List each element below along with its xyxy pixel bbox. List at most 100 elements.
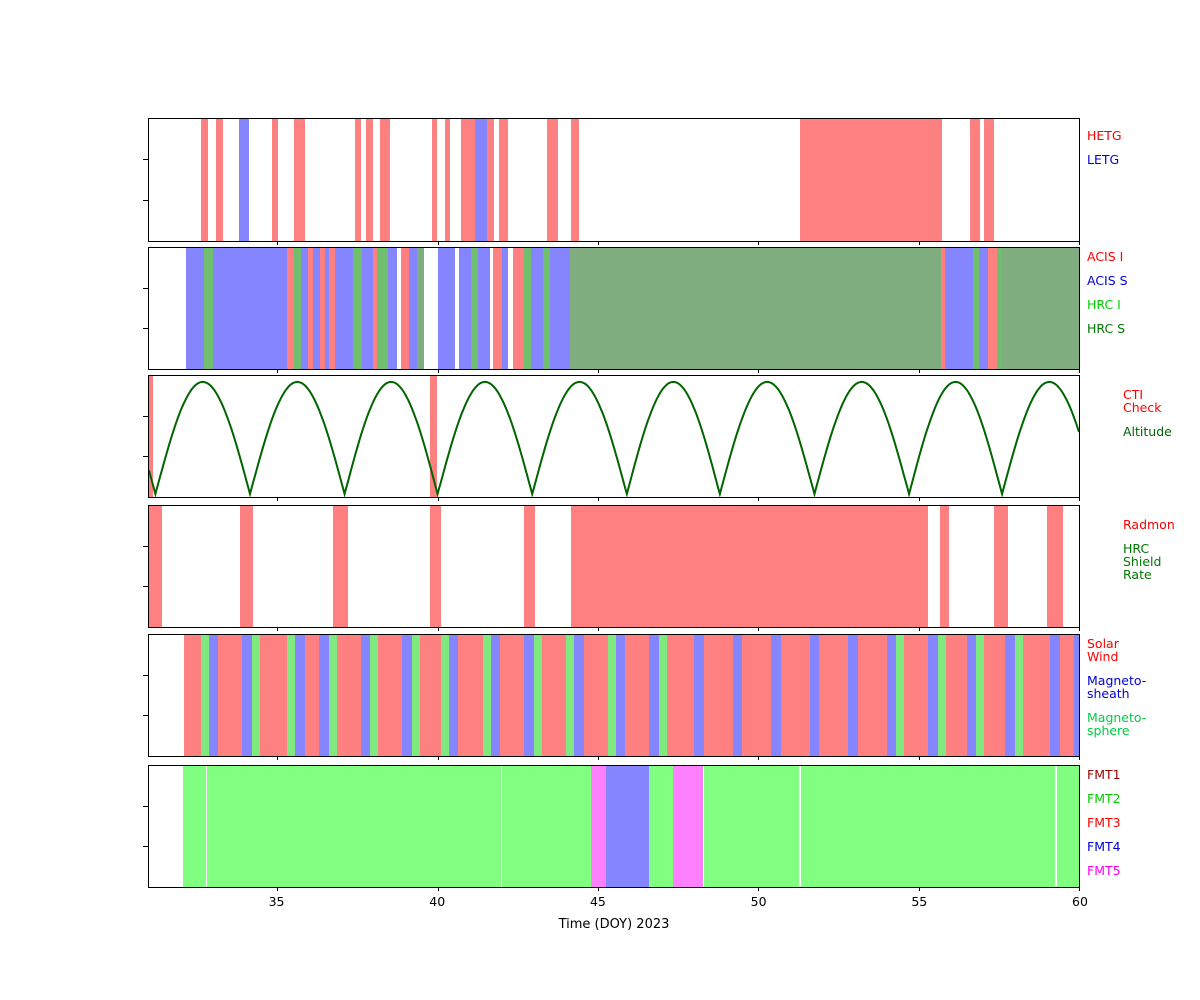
band-acis-s bbox=[313, 248, 320, 369]
band-fmt2 bbox=[648, 766, 673, 887]
legend-fmt4: FMT4 bbox=[1087, 839, 1121, 854]
x-tick-mark bbox=[437, 369, 439, 373]
band-acis-s bbox=[301, 248, 308, 369]
x-tick-mark bbox=[437, 627, 439, 631]
band-sw bbox=[625, 635, 650, 756]
x-tick-label: 55 bbox=[911, 894, 928, 909]
x-tick-mark bbox=[597, 887, 599, 891]
band-sw bbox=[703, 635, 733, 756]
legend-magneto-sheath: Magneto- sheath bbox=[1087, 673, 1147, 701]
x-tick-mark bbox=[918, 627, 920, 631]
legend-hrc-shield-rate: HRC Shield Rate bbox=[1123, 541, 1162, 582]
band-acis-s bbox=[549, 248, 570, 369]
band-msh bbox=[294, 635, 305, 756]
legend-hrc-s: HRC S bbox=[1087, 321, 1126, 336]
panel-altitude: CTI Check Altitude bbox=[143, 375, 1172, 501]
band-sw bbox=[458, 635, 483, 756]
band-sw bbox=[500, 635, 525, 756]
band-sw bbox=[819, 635, 849, 756]
x-tick-mark bbox=[277, 497, 279, 501]
x-tick-mark bbox=[758, 241, 760, 245]
x-tick-mark bbox=[1079, 497, 1080, 501]
y-tick-mark bbox=[143, 327, 148, 329]
band-acis-s bbox=[437, 248, 456, 369]
band-radmon bbox=[570, 506, 928, 627]
band-msh bbox=[1050, 635, 1060, 756]
band-radmon bbox=[149, 506, 162, 627]
band-fmt2 bbox=[704, 766, 800, 887]
band-hrc-s bbox=[1002, 248, 1079, 369]
band-hetg bbox=[379, 119, 390, 241]
legend-solar-wind: Solar Wind Magneto- sheath Magneto- sphere bbox=[1087, 637, 1200, 748]
legend-hrc-i: HRC I bbox=[1087, 297, 1121, 312]
band-msp bbox=[411, 635, 420, 756]
band-sw bbox=[378, 635, 403, 756]
panel-fmt: FMT1 FMT2 FMT3 FMT4 FMT5 bbox=[143, 765, 1121, 891]
x-tick-label: 60 bbox=[1072, 894, 1088, 909]
band-msh bbox=[318, 635, 329, 756]
band-sw bbox=[336, 635, 361, 756]
band-msh bbox=[809, 635, 820, 756]
band-hrc-i bbox=[293, 248, 301, 369]
band-hrc-i bbox=[997, 248, 1003, 369]
band-msp bbox=[286, 635, 295, 756]
band-hrc-i bbox=[352, 248, 363, 369]
band-acis-i bbox=[307, 248, 314, 369]
bands-layer bbox=[149, 248, 1079, 369]
x-tick-label: 40 bbox=[429, 894, 446, 909]
band-msh bbox=[1074, 635, 1079, 756]
band-msh bbox=[771, 635, 781, 756]
band-radmon bbox=[429, 506, 442, 627]
band-hetg bbox=[354, 119, 361, 241]
x-tick-mark bbox=[918, 756, 920, 760]
x-tick-mark bbox=[437, 887, 439, 891]
band-fmt2 bbox=[182, 766, 207, 887]
y-tick-mark bbox=[143, 415, 148, 417]
panel-radmon: Radmon HRC Shield Rate bbox=[143, 505, 1175, 631]
x-tick-mark bbox=[758, 627, 760, 631]
bands-layer bbox=[149, 635, 1079, 756]
x-tick-mark bbox=[277, 241, 279, 245]
band-msp bbox=[328, 635, 337, 756]
band-sw bbox=[984, 635, 1006, 756]
band-msh bbox=[209, 635, 218, 756]
x-tick-mark bbox=[1079, 241, 1080, 245]
x-tick-mark bbox=[597, 627, 599, 631]
band-hetg bbox=[293, 119, 306, 241]
band-msh bbox=[524, 635, 534, 756]
band-hetg bbox=[984, 119, 994, 241]
x-tick-mark bbox=[277, 369, 279, 373]
band-msh bbox=[402, 635, 412, 756]
band-hrc-i bbox=[543, 248, 550, 369]
band-letg bbox=[475, 119, 488, 241]
band-radmon bbox=[333, 506, 348, 627]
band-acis-s bbox=[408, 248, 417, 369]
legend-fmt: FMT1 FMT2 FMT3 FMT4 FMT5 bbox=[1087, 768, 1200, 888]
legend-altitude: Altitude bbox=[1123, 424, 1172, 439]
band-hrc-s bbox=[569, 248, 942, 369]
band-msh bbox=[886, 635, 897, 756]
band-hetg bbox=[444, 119, 451, 241]
band-msp bbox=[370, 635, 379, 756]
x-tick-label: 35 bbox=[268, 894, 285, 909]
band-msh bbox=[573, 635, 584, 756]
band-acis-s bbox=[944, 248, 974, 369]
band-hetg bbox=[498, 119, 509, 241]
band-acis-s bbox=[978, 248, 988, 369]
band-acis-i bbox=[400, 248, 409, 369]
band-fmt4 bbox=[605, 766, 649, 887]
x-tick-mark bbox=[437, 241, 439, 245]
x-tick-mark bbox=[277, 756, 279, 760]
band-msh bbox=[490, 635, 501, 756]
x-tick-mark bbox=[918, 497, 920, 501]
legend-hetg: HETG bbox=[1087, 128, 1122, 143]
band-fmt5 bbox=[590, 766, 606, 887]
band-hrc-i bbox=[973, 248, 979, 369]
band-msh bbox=[694, 635, 704, 756]
band-acis-i bbox=[329, 248, 335, 369]
x-tick-mark bbox=[1079, 627, 1080, 631]
band-hrc-i bbox=[204, 248, 214, 369]
band-hetg bbox=[431, 119, 437, 241]
band-hetg bbox=[200, 119, 209, 241]
x-axis-title: Time (DOY) 2023 bbox=[558, 917, 670, 932]
